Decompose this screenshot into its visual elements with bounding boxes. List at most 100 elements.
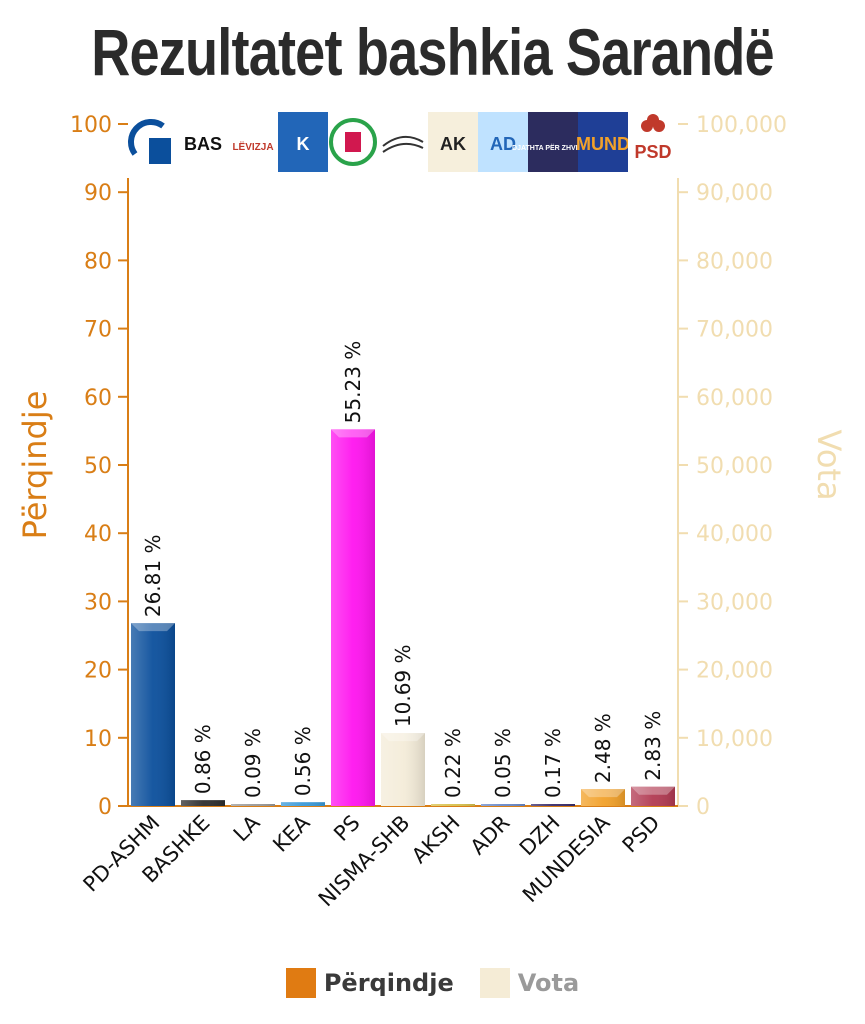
nisma-logo	[378, 112, 428, 172]
bar-gloss	[231, 804, 275, 806]
y-tick-label-left: 0	[98, 795, 112, 820]
category-label: ADR	[466, 811, 515, 860]
y-tick-label-left: 80	[84, 249, 112, 274]
legend-label: Vota	[517, 969, 580, 997]
data-label: 26.81 %	[141, 535, 165, 618]
bar-gloss	[581, 789, 625, 806]
aksh-logo-text: AK	[440, 134, 466, 154]
y-tick-label-right: 70,000	[696, 318, 773, 343]
adr-logo: AD	[478, 112, 528, 172]
y-tick-label-left: 10	[84, 727, 112, 752]
category-label: KEA	[268, 810, 315, 857]
bar-bevel	[331, 429, 375, 438]
pd-logo	[128, 112, 178, 172]
bashke-logo: BAS	[178, 112, 228, 172]
rose-icon	[647, 114, 659, 126]
logo-background	[378, 112, 428, 172]
y-tick-label-right: 90,000	[696, 181, 773, 206]
y-tick-label-right: 80,000	[696, 249, 773, 274]
y-tick-label-right: 40,000	[696, 522, 773, 547]
category-label: PS	[329, 811, 364, 846]
ps-ring-icon	[329, 118, 377, 166]
data-label: 0.05 %	[491, 728, 515, 798]
data-label: 0.56 %	[291, 726, 315, 796]
y-tick-label-right: 20,000	[696, 659, 773, 684]
legend-item[interactable]: Përqindje	[285, 968, 454, 998]
adr-logo-text: AD	[490, 134, 516, 154]
logo-background	[278, 112, 328, 172]
logo-background	[528, 112, 578, 172]
chart-legend: Përqindje Vota	[0, 968, 865, 998]
mundesia-logo-text: MUND	[576, 134, 630, 154]
data-label: 0.17 %	[541, 728, 565, 798]
category-label: LA	[229, 810, 265, 846]
y-tick-label-left: 70	[84, 318, 112, 343]
y-tick-label-right: 30,000	[696, 590, 773, 615]
y-tick-label-right: 50,000	[696, 454, 773, 479]
y-tick-label-right: 0	[696, 795, 710, 820]
bar-bevel	[581, 789, 625, 798]
category-label: NISMA-SHB	[314, 811, 415, 912]
bar-gloss	[281, 802, 325, 806]
bar-gloss	[631, 786, 675, 806]
bar-bevel	[381, 733, 425, 742]
data-label: 55.23 %	[341, 341, 365, 424]
category-label: PSD	[618, 811, 665, 858]
bashke-logo-text: BAS	[184, 134, 222, 154]
bar-bevel	[131, 623, 175, 632]
y-tick-label-left: 40	[84, 522, 112, 547]
pd-arc-icon	[128, 119, 165, 156]
y-axis-title-left: Përqindje	[16, 391, 54, 540]
y-axis-title-right: Vota	[810, 429, 848, 500]
legend-swatch	[285, 968, 316, 998]
mundesia-logo: MUND	[576, 112, 630, 172]
y-tick-label-left: 100	[70, 113, 112, 138]
legend-swatch	[479, 968, 510, 998]
la-logo: LËVIZJA	[228, 112, 278, 172]
data-label: 10.69 %	[391, 644, 415, 727]
y-tick-label-right: 100,000	[696, 113, 787, 138]
bar-gloss	[531, 804, 575, 806]
bar-gloss	[131, 623, 175, 806]
aksh-logo: AK	[428, 112, 478, 172]
data-label: 2.48 %	[591, 713, 615, 783]
legend-label: Përqindje	[323, 969, 454, 997]
y-tick-label-left: 20	[84, 659, 112, 684]
bar-bevel	[631, 786, 675, 795]
nisma-swoosh-icon	[382, 135, 424, 147]
y-tick-label-left: 30	[84, 590, 112, 615]
legend-item[interactable]: Vota	[479, 968, 580, 998]
chart-title: Rezultatet bashkia Sarandë	[91, 15, 774, 89]
bar-gloss	[331, 429, 375, 806]
y-tick-label-right: 60,000	[696, 386, 773, 411]
pd-block-icon	[149, 138, 171, 164]
bar-gloss	[181, 800, 225, 806]
dzh-logo: DJATHTA PËR ZHVILLIM	[512, 112, 594, 172]
psd-logo-text: PSD	[634, 142, 671, 162]
data-label: 0.86 %	[191, 724, 215, 794]
logo-background	[228, 112, 278, 172]
logo-background	[578, 112, 628, 172]
data-label: 2.83 %	[641, 711, 665, 781]
logo-background	[428, 112, 478, 172]
category-label: AKSH	[407, 811, 464, 868]
logo-background	[478, 112, 528, 172]
logo-background	[178, 112, 228, 172]
y-tick-label-left: 90	[84, 181, 112, 206]
bar-gloss	[481, 804, 525, 806]
data-label: 0.22 %	[441, 728, 465, 798]
bar-gloss	[431, 804, 475, 806]
dzh-logo-text: DJATHTA PËR ZHVILLIM	[512, 144, 594, 152]
y-tick-label-right: 10,000	[696, 727, 773, 752]
psd-logo: PSD	[628, 112, 678, 172]
ps-logo	[328, 112, 378, 172]
y-tick-label-left: 50	[84, 454, 112, 479]
ps-fist-icon	[345, 132, 361, 152]
kea-logo-text: K	[297, 134, 310, 154]
bar-gloss	[381, 733, 425, 806]
kea-logo: K	[278, 112, 328, 172]
nisma-swoosh-icon	[382, 142, 424, 153]
y-tick-label-left: 60	[84, 386, 112, 411]
data-label: 0.09 %	[241, 728, 265, 798]
